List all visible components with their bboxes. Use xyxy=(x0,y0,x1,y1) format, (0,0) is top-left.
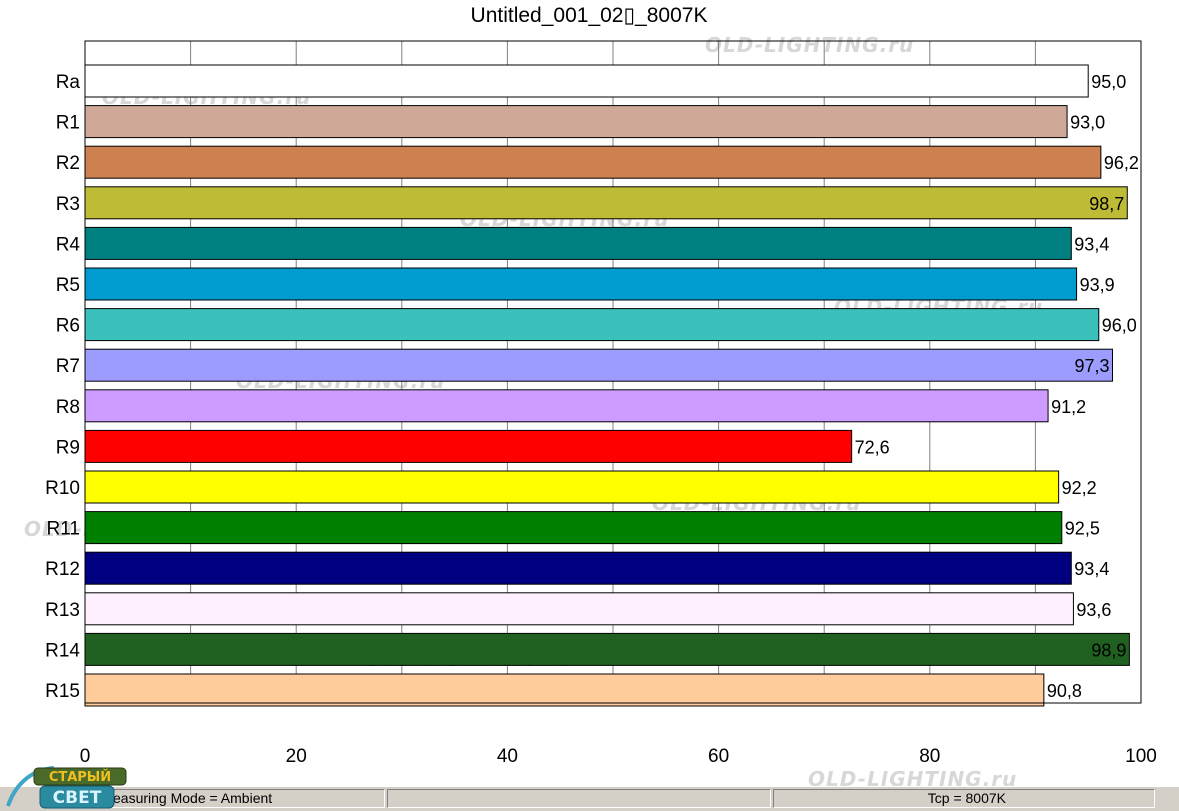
x-tick-label: 40 xyxy=(497,746,518,767)
bars xyxy=(84,64,1130,707)
category-label-r1: R1 xyxy=(56,113,80,134)
value-label-ra: 95,0 xyxy=(1091,72,1126,92)
category-label-r14: R14 xyxy=(45,640,80,661)
bar-r1 xyxy=(84,105,1068,139)
bar-r8 xyxy=(84,389,1049,423)
bar-r10 xyxy=(84,470,1060,504)
value-labels: 95,0 93,0 96,2 98,7 93,4 93,9 96,0 97,3 91,2 72,6… xyxy=(855,72,1139,701)
bar-r7 xyxy=(84,348,1113,382)
category-label-r10: R10 xyxy=(45,478,80,499)
bar-r14 xyxy=(84,632,1130,666)
value-label-r7: 97,3 xyxy=(1074,356,1109,376)
staryi-svet-logo: СТАРЫЙ СВЕТ xyxy=(6,766,127,809)
bar-r6 xyxy=(84,308,1100,342)
x-tick-label: 80 xyxy=(919,746,940,767)
category-label-r15: R15 xyxy=(45,681,80,702)
value-label-r12: 93,4 xyxy=(1074,559,1109,579)
status-tcp: Tcp = 8007K xyxy=(773,789,1155,808)
category-label-r13: R13 xyxy=(45,600,80,621)
bar-r2 xyxy=(84,145,1102,179)
value-label-r2: 96,2 xyxy=(1104,153,1139,173)
watermark: OLD-LIGHTING.ru xyxy=(808,767,1017,786)
category-label-r6: R6 xyxy=(56,316,80,337)
bar-r11 xyxy=(84,511,1063,545)
bar-ra xyxy=(84,64,1089,98)
status-panel-2 xyxy=(387,789,771,808)
category-label-r12: R12 xyxy=(45,559,80,580)
bar-r13 xyxy=(84,592,1074,626)
x-axis-ticks: 0 20 40 60 80 100 xyxy=(80,746,1157,767)
watermark: OLD-LIGHTING.ru xyxy=(705,33,914,57)
bar-r9 xyxy=(84,429,853,463)
category-label-r11: R11 xyxy=(47,519,80,540)
x-tick-label: 20 xyxy=(286,746,307,767)
bar-r4 xyxy=(84,226,1072,260)
value-label-r11: 92,5 xyxy=(1065,519,1100,539)
category-label-r7: R7 xyxy=(56,356,80,377)
x-tick-label: 0 xyxy=(80,746,91,767)
value-label-r10: 92,2 xyxy=(1062,478,1097,498)
category-labels: Ra R1 R2 R3 R4 R5 R6 R7 R8 R9 R10 R11 R12 R13 R14 R15 xyxy=(45,72,80,702)
value-label-r15: 90,8 xyxy=(1047,681,1082,701)
cri-bar-chart: Untitled_001_02▯_8007K OLD-LIGHTING.ru OL… xyxy=(24,4,1157,786)
value-label-r4: 93,4 xyxy=(1074,234,1109,254)
category-label-r9: R9 xyxy=(56,437,80,458)
value-label-r9: 72,6 xyxy=(855,437,890,457)
value-label-r6: 96,0 xyxy=(1102,316,1137,336)
logo-line1: СТАРЫЙ xyxy=(49,769,111,785)
bar-r5 xyxy=(84,267,1078,301)
bar-r3 xyxy=(84,186,1128,220)
bar-r15 xyxy=(84,673,1045,707)
bar-r12 xyxy=(84,551,1072,585)
category-label-r5: R5 xyxy=(56,275,80,296)
x-tick-label: 100 xyxy=(1125,746,1157,767)
status-measuring-mode: easuring Mode = Ambient xyxy=(108,789,385,808)
chart-title: Untitled_001_02▯_8007K xyxy=(471,4,708,27)
value-label-r1: 93,0 xyxy=(1070,113,1105,133)
plot-frame xyxy=(84,40,1142,704)
logo-line2: СВЕТ xyxy=(53,788,102,808)
value-label-r13: 93,6 xyxy=(1076,600,1111,620)
value-label-r5: 93,9 xyxy=(1080,275,1115,295)
value-label-r8: 91,2 xyxy=(1051,397,1086,417)
category-label-r2: R2 xyxy=(56,153,80,174)
value-label-r3: 98,7 xyxy=(1089,194,1124,214)
category-label-r8: R8 xyxy=(56,397,80,418)
category-label-r3: R3 xyxy=(56,194,80,215)
value-label-r14: 98,9 xyxy=(1091,640,1126,660)
status-bar: easuring Mode = Ambient Tcp = 8007K xyxy=(0,786,1179,811)
x-tick-label: 60 xyxy=(708,746,729,767)
category-label-ra: Ra xyxy=(56,72,81,93)
category-label-r4: R4 xyxy=(56,234,81,255)
